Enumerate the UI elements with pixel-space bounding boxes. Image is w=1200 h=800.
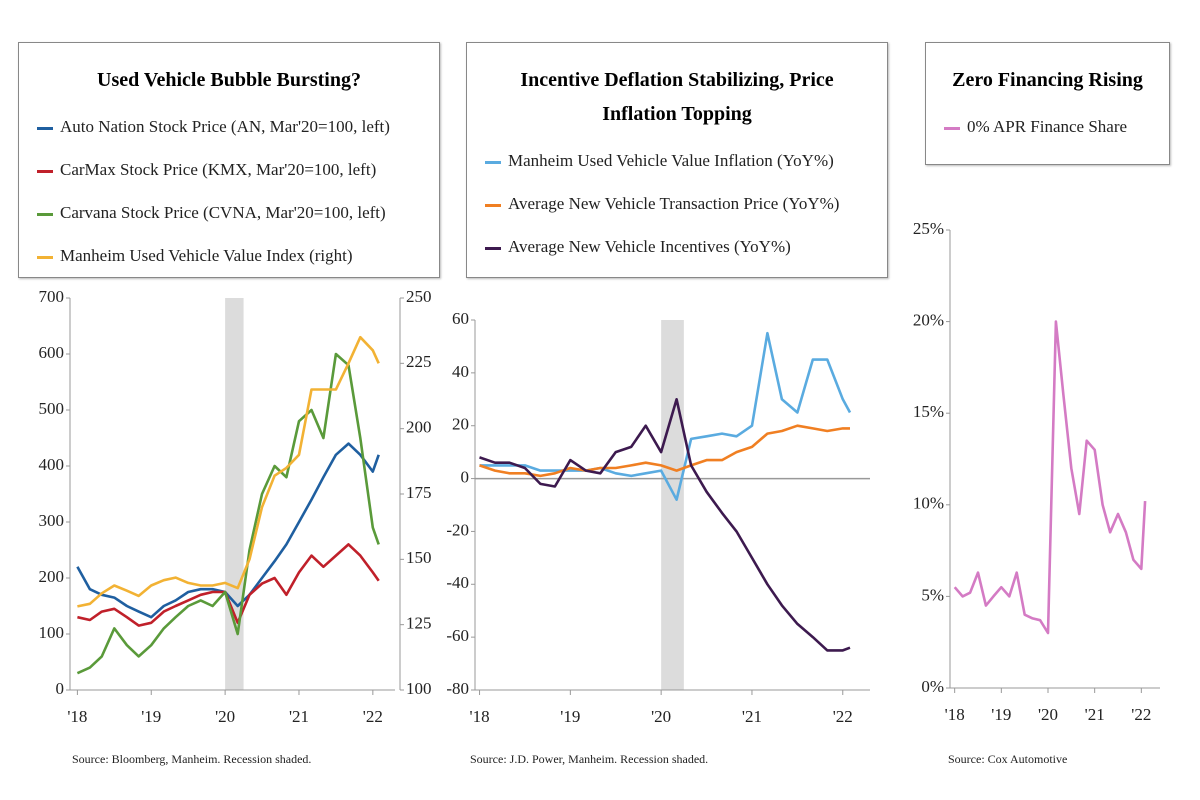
legend-marker [37,212,53,216]
chart-title: Zero Financing Rising [952,69,1143,91]
legend-marker [485,160,501,164]
series-line [953,320,1147,635]
series-line [479,424,850,478]
x-tick-label: '18 [67,707,87,726]
y-tick-label: 400 [39,455,65,474]
y-tick-label: -60 [446,626,469,645]
x-tick-label: '20 [1038,705,1058,724]
y-tick-label: 200 [39,567,65,586]
x-tick-label: '21 [742,707,762,726]
legend-entry: Average New Vehicle Transaction Price (Y… [467,182,887,225]
chart-title: Incentive Deflation Stabilizing, Price I… [520,69,834,125]
y-tick-label: 40 [452,362,469,381]
legend-entry: Manheim Used Vehicle Value Inflation (Yo… [467,139,887,182]
y2-tick-label: 125 [406,614,432,633]
y-tick-label: 700 [39,287,65,306]
legend-entry: Manheim Used Vehicle Value Index (right) [19,234,439,277]
x-tick-label: '19 [141,707,161,726]
legend-label: Average New Vehicle Incentives (YoY%) [508,237,791,256]
x-tick-label: '21 [289,707,309,726]
legend-marker [37,169,53,173]
recession-shade [225,298,244,690]
x-tick-label: '19 [560,707,580,726]
y-tick-label: 10% [913,494,944,513]
source-note: Source: Bloomberg, Manheim. Recession sh… [72,752,311,766]
legend-marker [37,255,53,259]
y-tick-label: 0 [56,679,65,698]
legend-entry: Average New Vehicle Incentives (YoY%) [467,225,887,268]
legend-label: Carvana Stock Price (CVNA, Mar'20=100, l… [60,203,386,222]
y-tick-label: 15% [913,402,944,421]
y2-tick-label: 175 [406,483,432,502]
x-tick-label: '18 [945,705,965,724]
y2-tick-label: 150 [406,548,432,567]
legend-box: Used Vehicle Bubble Bursting? Auto Nation… [18,42,440,278]
series-line [479,331,852,501]
legend-box: Zero Financing Rising 0% APR Finance Shar… [925,42,1170,165]
x-tick-label: '20 [215,707,235,726]
legend-marker [485,203,501,207]
x-tick-label: '21 [1085,705,1105,724]
legend-label: Manheim Used Vehicle Value Index (right) [60,246,353,265]
series-line [479,398,851,652]
source-note: Source: J.D. Power, Manheim. Recession s… [470,752,708,766]
legend-label: Manheim Used Vehicle Value Inflation (Yo… [508,151,834,170]
y-tick-label: 60 [452,309,469,328]
y2-tick-label: 250 [406,287,432,306]
legend-label: 0% APR Finance Share [967,117,1128,136]
legend-box: Incentive Deflation Stabilizing, Price I… [466,42,888,278]
legend-entry: Auto Nation Stock Price (AN, Mar'20=100,… [19,105,439,148]
x-tick-label: '18 [470,707,490,726]
y-tick-label: -80 [446,679,469,698]
x-tick-label: '22 [1131,705,1151,724]
y2-tick-label: 225 [406,352,432,371]
legend-entry: 0% APR Finance Share [926,105,1169,148]
series-line [76,352,380,675]
chart-title: Used Vehicle Bubble Bursting? [97,69,361,91]
y-tick-label: 500 [39,399,65,418]
x-tick-label: '22 [363,707,383,726]
legend-marker [944,126,960,130]
legend-label: Auto Nation Stock Price (AN, Mar'20=100,… [60,117,390,136]
source-note: Source: Cox Automotive [948,752,1067,766]
legend-entry: Carvana Stock Price (CVNA, Mar'20=100, l… [19,191,439,234]
legend-label: Average New Vehicle Transaction Price (Y… [508,194,840,213]
series-line [77,335,380,608]
y-tick-label: 20 [452,415,469,434]
y-tick-label: 25% [913,219,944,238]
y-tick-label: 100 [39,623,65,642]
y-tick-label: -20 [446,520,469,539]
y2-tick-label: 100 [406,679,432,698]
y-tick-label: 0 [461,467,470,486]
y-tick-label: 300 [39,511,65,530]
legend-marker [485,246,501,250]
y-tick-label: 20% [913,311,944,330]
y-tick-label: 5% [921,585,944,604]
x-tick-label: '22 [833,707,853,726]
x-tick-label: '20 [651,707,671,726]
x-tick-label: '19 [991,705,1011,724]
y-tick-label: 0% [921,677,944,696]
y-tick-label: -40 [446,573,469,592]
y2-tick-label: 200 [406,418,432,437]
legend-marker [37,126,53,130]
legend-entry: CarMax Stock Price (KMX, Mar'20=100, lef… [19,148,439,191]
recession-shade [661,320,684,690]
series-line [76,442,380,619]
legend-label: CarMax Stock Price (KMX, Mar'20=100, lef… [60,160,377,179]
series-line [77,543,380,627]
y-tick-label: 600 [39,343,65,362]
